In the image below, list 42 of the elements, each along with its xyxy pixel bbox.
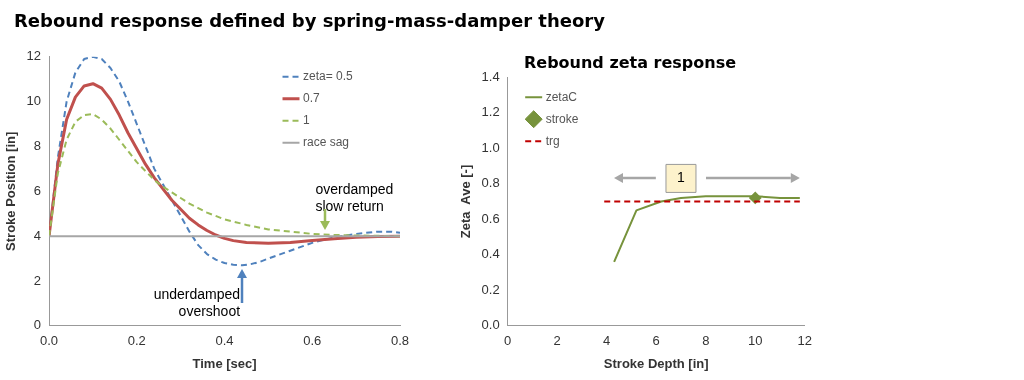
legend-label: race sag — [303, 135, 350, 150]
x-tick-label: 2 — [553, 333, 561, 349]
y-tick-label: 12 — [26, 48, 42, 64]
legend-label: zetaC — [545, 89, 578, 104]
y-tick-label: 0.4 — [481, 246, 500, 262]
y-axis-title: Stroke Position [in] — [3, 131, 19, 251]
legend-label: stroke — [545, 111, 579, 126]
legend-label: 0.7 — [303, 91, 321, 106]
annotation: overdamped slow return — [315, 180, 394, 214]
y-tick-label: 10 — [26, 93, 42, 109]
y-tick-label: 2 — [33, 272, 42, 288]
y-tick-label: 0 — [33, 317, 42, 333]
x-tick-label: 6 — [652, 333, 660, 349]
y-tick-label: 1.2 — [481, 104, 500, 120]
annotation: 1 — [677, 169, 686, 186]
y-tick-label: 0.8 — [481, 175, 500, 191]
y-tick-label: 0.6 — [481, 210, 500, 226]
chart-title: Rebound response defined by spring-mass-damper theory — [14, 10, 605, 31]
y-tick-label: 1.4 — [481, 68, 500, 84]
y-tick-label: 0.0 — [481, 317, 500, 333]
legend-label: zeta= 0.5 — [303, 69, 354, 84]
y-axis-title: Zeta Ave [-] — [458, 164, 474, 239]
y-tick-label: 8 — [33, 138, 42, 154]
x-tick-label: 0.6 — [303, 333, 322, 349]
y-tick-label: 6 — [33, 182, 42, 198]
y-tick-label: 1.0 — [481, 139, 500, 155]
legend-label: 1 — [303, 113, 310, 128]
x-tick-label: 0 — [504, 333, 512, 349]
x-tick-label: 10 — [748, 333, 763, 349]
x-tick-label: 4 — [603, 333, 611, 349]
annotation: underdamped overshoot — [153, 286, 241, 320]
x-tick-label: 8 — [702, 333, 710, 349]
x-tick-label: 12 — [797, 333, 812, 349]
x-tick-label: 0.2 — [127, 333, 146, 349]
x-tick-label: 0.8 — [390, 333, 410, 349]
x-axis-title: Stroke Depth [in] — [603, 355, 709, 371]
y-tick-label: 0.2 — [481, 281, 500, 297]
chart-title: Rebound zeta response — [523, 52, 737, 72]
legend-label: trg — [545, 133, 560, 148]
y-tick-label: 4 — [33, 227, 42, 243]
x-axis-title: Time [sec] — [192, 355, 257, 371]
x-tick-label: 0.4 — [215, 333, 234, 349]
